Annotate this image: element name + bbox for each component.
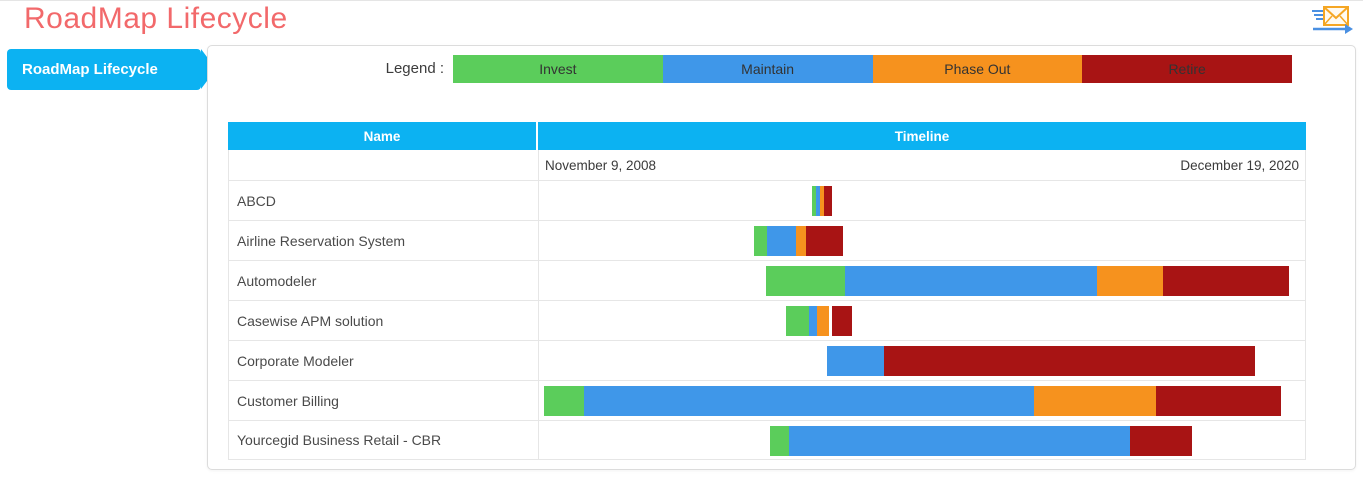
timeline-bars — [539, 261, 1305, 300]
legend-item-phase-out: Phase Out — [872, 55, 1083, 83]
bar-segment-phase-out[interactable] — [1033, 386, 1157, 416]
table-row[interactable]: Corporate Modeler — [228, 340, 1306, 380]
bar-segment-phase-out[interactable] — [795, 226, 806, 256]
timeline-start-date: November 9, 2008 — [545, 157, 657, 173]
legend-item-maintain: Maintain — [662, 55, 873, 83]
bar-segment-retire[interactable] — [1162, 266, 1289, 296]
bar-segment-maintain[interactable] — [584, 386, 1034, 416]
table-row[interactable]: Yourcegid Business Retail - CBR — [228, 420, 1306, 460]
bar-segment-invest[interactable] — [544, 386, 585, 416]
bar-segment-retire[interactable] — [1156, 386, 1282, 416]
table-body: ABCD Airline Reservation System Automodele… — [228, 180, 1306, 460]
row-name: Yourcegid Business Retail - CBR — [229, 421, 539, 459]
timeline-end-date: December 19, 2020 — [1180, 157, 1299, 173]
bar-segment-retire[interactable] — [1129, 426, 1192, 456]
table-row[interactable]: ABCD — [228, 180, 1306, 220]
bar-segment-invest[interactable] — [769, 426, 789, 456]
bar-segment-invest[interactable] — [786, 306, 810, 336]
table-row[interactable]: Airline Reservation System — [228, 220, 1306, 260]
bar-segment-invest[interactable] — [754, 226, 768, 256]
sidebar-item-label: RoadMap Lifecycle — [22, 61, 158, 78]
bar-segment-retire[interactable] — [831, 306, 853, 336]
content-panel: Legend : Invest Maintain Phase Out Retire N… — [207, 45, 1356, 470]
bar-segment-maintain[interactable] — [788, 426, 1130, 456]
bar-segment-phase-out[interactable] — [817, 306, 830, 336]
legend-bar: Invest Maintain Phase Out Retire — [453, 55, 1292, 83]
table-row[interactable]: Customer Billing — [228, 380, 1306, 420]
timeline-bars — [539, 301, 1305, 340]
legend-item-retire: Retire — [1082, 55, 1292, 83]
bar-segment-maintain[interactable] — [816, 186, 821, 216]
column-header-timeline: Timeline — [538, 122, 1306, 150]
send-mail-icon[interactable] — [1309, 4, 1355, 36]
table-row[interactable]: Automodeler — [228, 260, 1306, 300]
timeline-bars — [539, 181, 1305, 220]
timeline-bars — [539, 341, 1305, 380]
timeline-bars — [539, 221, 1305, 260]
table-header: Name Timeline — [228, 122, 1306, 150]
bar-segment-retire[interactable] — [823, 186, 832, 216]
legend-item-invest: Invest — [453, 55, 663, 83]
row-name: Customer Billing — [229, 381, 539, 420]
bar-segment-invest[interactable] — [812, 186, 817, 216]
row-name: Corporate Modeler — [229, 341, 539, 380]
sidebar-item-roadmap-lifecycle[interactable]: RoadMap Lifecycle — [7, 49, 216, 90]
empty-cell — [229, 150, 539, 180]
row-name: ABCD — [229, 181, 539, 220]
bar-segment-phase-out[interactable] — [820, 186, 824, 216]
row-name: Airline Reservation System — [229, 221, 539, 260]
bar-segment-invest[interactable] — [765, 266, 846, 296]
bar-segment-maintain[interactable] — [845, 266, 1098, 296]
send-mail-icon-graphic — [1312, 6, 1353, 34]
timeline-bars — [539, 381, 1305, 420]
bar-segment-maintain[interactable] — [827, 346, 884, 376]
timeline-bars — [539, 421, 1305, 459]
bar-segment-phase-out[interactable] — [1097, 266, 1163, 296]
table-row[interactable]: Casewise APM solution — [228, 300, 1306, 340]
bar-segment-retire[interactable] — [805, 226, 844, 256]
roadmap-table: Name Timeline November 9, 2008 December … — [228, 122, 1306, 460]
column-header-name: Name — [228, 122, 538, 150]
row-name: Casewise APM solution — [229, 301, 539, 340]
bar-segment-retire[interactable] — [883, 346, 1256, 376]
row-name: Automodeler — [229, 261, 539, 300]
bar-segment-maintain[interactable] — [767, 226, 796, 256]
bar-segment-maintain[interactable] — [809, 306, 818, 336]
timeline-axis-row: November 9, 2008 December 19, 2020 — [228, 150, 1306, 180]
page-title: RoadMap Lifecycle — [24, 2, 288, 35]
legend-label: Legend : — [385, 60, 444, 77]
